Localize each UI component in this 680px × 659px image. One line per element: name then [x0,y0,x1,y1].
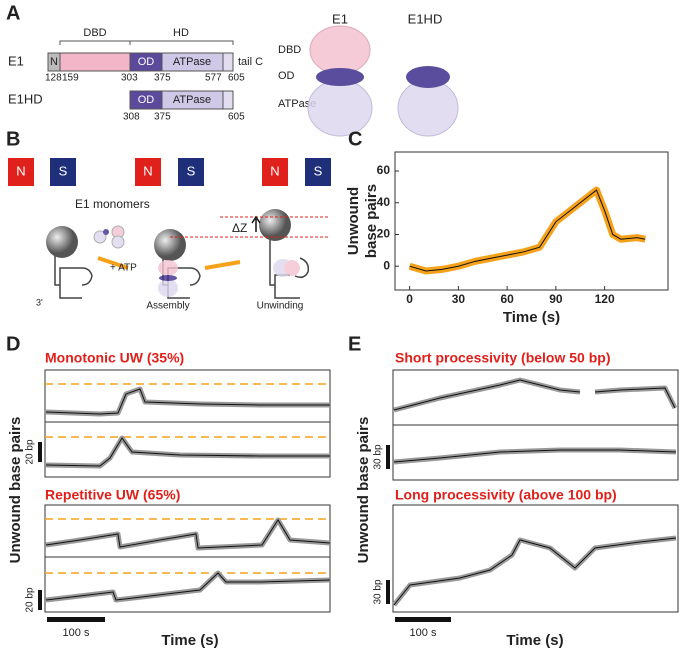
label: 3' [36,297,43,307]
e1-structure [307,25,459,137]
domain [222,52,234,72]
axis-label: Unwound [345,187,362,255]
bracket [59,40,234,45]
y-tick-label: 20 [377,227,391,241]
position: 577 [205,73,222,84]
arrow [97,256,241,270]
panel-letter: B [6,128,20,150]
row-label: E1HD [8,91,43,106]
magnet-label: S [314,163,323,178]
panel-letter: A [6,2,20,24]
y-tick-label: 60 [377,163,391,177]
dz-arrow [251,215,261,232]
bead [259,209,291,241]
monomers [93,225,300,297]
scale-bar [38,590,42,610]
domain [222,90,234,110]
magnet-label: S [187,163,196,178]
scale-label: 20 bp [25,439,36,464]
structure-label: OD [278,70,295,82]
row-label: E1 [8,53,24,68]
position: 159 [62,73,79,84]
tail-label: tail C [238,56,263,68]
label: + ATP [110,263,137,274]
x-tick-label: 0 [406,292,413,306]
scale-bar [395,617,451,622]
subtitle: Long processivity (above 100 bp) [395,487,617,503]
structure-label: ATPase [278,98,316,110]
domain-label: N [50,56,58,68]
label: Assembly [146,301,189,312]
structure-title: E1HD [408,11,443,26]
scale-label: 100 s [63,627,90,639]
x-tick-label: 60 [500,292,514,306]
subtitle: Repetitive UW (65%) [45,487,180,503]
y-tick-label: 40 [377,195,391,209]
label: E1 monomers [75,197,150,211]
position: 128 [45,73,62,84]
traces [44,369,331,613]
axis-label: Time (s) [161,632,218,649]
scale-bar [386,580,390,604]
x-tick-label: 30 [452,292,466,306]
magnet-label: N [16,163,25,178]
panel-letter: C [348,128,362,150]
traces [392,369,679,613]
scale-label: 20 bp [25,587,36,612]
domain-label: OD [138,56,155,68]
panel-letter: E [348,333,361,355]
scale-bar [47,617,105,622]
axis-label: Time (s) [503,309,560,326]
structure-title: E1 [332,11,348,26]
domain [59,52,131,72]
subtitle: Monotonic UW (35%) [45,350,184,366]
scale-bar [386,445,390,469]
x-tick-label: 120 [595,292,615,306]
domain-label: ATPase [173,94,211,106]
domain-label: OD [138,94,155,106]
domain-label: ATPase [173,56,211,68]
axis-label: Unwound base pairs [355,417,372,564]
magnets [8,158,331,186]
position: 605 [228,112,245,123]
subtitle: Short processivity (below 50 bp) [395,350,611,366]
position: 308 [123,112,140,123]
scale-label: 30 bp [373,579,384,604]
y-tick-label: 0 [383,258,390,272]
bracket-label: HD [173,27,189,39]
scale-bar [38,442,42,462]
structure-label: DBD [278,44,301,56]
series-line [409,189,646,272]
position: 605 [228,73,245,84]
panel-letter: D [6,333,20,355]
plot-frame [394,151,669,291]
axis-label: Time (s) [506,632,563,649]
bead [46,226,78,258]
chart: 0 30 60 90 120 0 20 40 60 Time (s) Unwound base pai… [345,151,669,326]
scale-label: 100 s [410,627,437,639]
guide [170,216,330,238]
x-tick-label: 90 [549,292,563,306]
position: 375 [154,73,171,84]
magnet-label: N [270,163,279,178]
label: Unwinding [257,301,304,312]
bead [154,229,186,261]
axis-label: Unwound base pairs [7,417,24,564]
magnet-label: S [59,163,68,178]
position: 303 [121,73,138,84]
scale-label: 30 bp [373,444,384,469]
position: 375 [154,112,171,123]
bracket-label: DBD [83,27,106,39]
series-band [408,186,646,275]
axis-label: base pairs [363,184,380,258]
label: ΔZ [232,221,247,235]
magnet-label: N [143,163,152,178]
